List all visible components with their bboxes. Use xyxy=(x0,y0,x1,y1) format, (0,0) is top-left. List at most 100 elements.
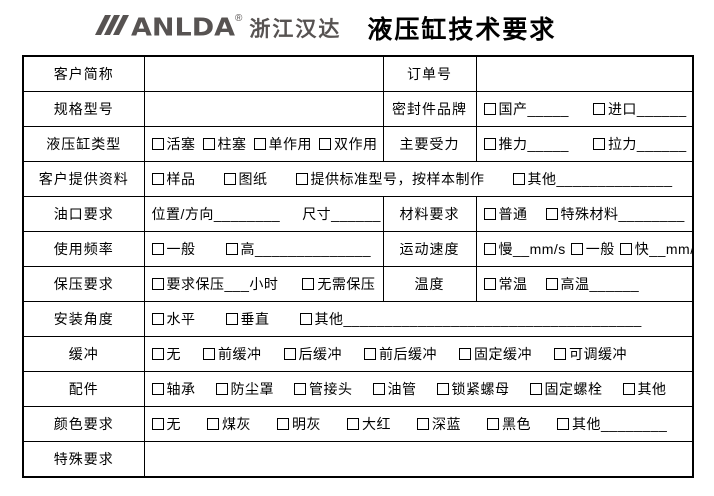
checkbox-option[interactable]: 其他____________________________________ xyxy=(299,309,642,329)
checkbox-icon[interactable] xyxy=(347,418,359,430)
checkbox-option[interactable]: 锁紧螺母 xyxy=(436,379,510,399)
checkbox-option[interactable]: 双作用 xyxy=(319,134,378,154)
checkbox-icon[interactable] xyxy=(302,278,315,290)
checkbox-icon[interactable] xyxy=(483,138,496,150)
checkbox-icon[interactable] xyxy=(487,418,499,430)
checkbox-icon[interactable] xyxy=(557,418,569,430)
checkbox-icon[interactable] xyxy=(459,348,471,360)
checkbox-icon[interactable] xyxy=(319,138,331,150)
checkbox-option[interactable]: 慢__mm/s xyxy=(483,239,566,259)
checkbox-option[interactable]: 其他________ xyxy=(557,414,667,434)
checkbox-option[interactable]: 特殊材料________ xyxy=(545,204,685,224)
checkbox-icon[interactable] xyxy=(545,208,558,220)
checkbox-option[interactable]: 图纸 xyxy=(223,169,268,189)
checkbox-option[interactable]: 一般 xyxy=(151,239,196,259)
checkbox-icon[interactable] xyxy=(207,418,219,430)
checkbox-option[interactable]: 前后缓冲 xyxy=(364,344,437,364)
checkbox-icon[interactable] xyxy=(151,138,164,150)
checkbox-icon[interactable] xyxy=(283,348,296,360)
checkbox-icon[interactable] xyxy=(151,383,164,395)
checkbox-icon[interactable] xyxy=(592,103,605,115)
checkbox-icon[interactable] xyxy=(417,418,429,430)
checkbox-icon[interactable] xyxy=(151,313,164,325)
checkbox-icon[interactable] xyxy=(223,173,236,185)
checkbox-icon[interactable] xyxy=(372,383,385,395)
blank-input-cell[interactable] xyxy=(475,55,694,92)
checkbox-option[interactable]: 后缓冲 xyxy=(283,344,343,364)
checkbox-option[interactable]: 油管 xyxy=(372,379,417,399)
checkbox-option[interactable]: 普通 xyxy=(483,204,528,224)
checkbox-option[interactable]: 固定螺栓 xyxy=(529,379,603,399)
checkbox-icon[interactable] xyxy=(151,173,164,185)
options-cell: 水平 垂直 其他__________________________________… xyxy=(143,301,694,337)
checkbox-option[interactable]: 拉力______ xyxy=(592,134,687,154)
checkbox-option[interactable]: 前缓冲 xyxy=(203,344,262,364)
checkbox-icon[interactable] xyxy=(570,243,583,255)
checkbox-option[interactable]: 单作用 xyxy=(253,134,313,154)
checkbox-option[interactable]: 无 xyxy=(151,414,182,434)
checkbox-icon[interactable] xyxy=(299,313,312,325)
checkbox-option[interactable]: 高温______ xyxy=(545,274,640,294)
checkbox-icon[interactable] xyxy=(483,208,496,220)
checkbox-option[interactable]: 明灰 xyxy=(277,414,321,434)
checkbox-option[interactable]: 国产_____ xyxy=(483,99,569,119)
checkbox-icon[interactable] xyxy=(545,278,558,290)
checkbox-icon[interactable] xyxy=(253,138,266,150)
checkbox-icon[interactable] xyxy=(225,313,238,325)
checkbox-option[interactable]: 推力_____ xyxy=(483,134,569,154)
checkbox-icon[interactable] xyxy=(554,348,566,360)
checkbox-icon[interactable] xyxy=(622,383,635,395)
checkbox-option[interactable]: 黑色 xyxy=(487,414,531,434)
checkbox-icon[interactable] xyxy=(215,383,228,395)
checkbox-icon[interactable] xyxy=(151,348,164,360)
checkbox-icon[interactable] xyxy=(277,418,289,430)
checkbox-icon[interactable] xyxy=(619,243,632,255)
checkbox-icon[interactable] xyxy=(295,173,308,185)
checkbox-icon[interactable] xyxy=(529,383,542,395)
checkbox-icon[interactable] xyxy=(151,418,164,430)
checkbox-option[interactable]: 垂直 xyxy=(225,309,270,329)
checkbox-option[interactable]: 可调缓冲 xyxy=(554,344,627,364)
blank-input-cell[interactable] xyxy=(143,55,384,92)
checkbox-icon[interactable] xyxy=(483,103,496,115)
checkbox-icon[interactable] xyxy=(202,138,215,150)
checkbox-icon[interactable] xyxy=(483,243,496,255)
option-label: 固定螺栓 xyxy=(544,381,603,397)
checkbox-option[interactable]: 要求保压___小时 xyxy=(151,274,279,294)
checkbox-option[interactable]: 进口______ xyxy=(592,99,687,119)
checkbox-option[interactable]: 快__mm/ xyxy=(619,239,692,259)
checkbox-option[interactable]: 固定缓冲 xyxy=(459,344,532,364)
checkbox-option[interactable]: 高______________ xyxy=(225,239,372,259)
checkbox-option[interactable]: 防尘罩 xyxy=(215,379,275,399)
blank-input-cell[interactable] xyxy=(143,91,384,127)
checkbox-icon[interactable] xyxy=(512,173,525,185)
checkbox-option[interactable]: 提供标准型号，按样本制作 xyxy=(295,169,485,189)
checkbox-option[interactable]: 一般 xyxy=(570,239,615,259)
checkbox-icon[interactable] xyxy=(225,243,238,255)
blank-input-cell[interactable] xyxy=(143,441,694,478)
checkbox-option[interactable]: 水平 xyxy=(151,309,196,329)
checkbox-option[interactable]: 轴承 xyxy=(151,379,196,399)
checkbox-icon[interactable] xyxy=(151,243,164,255)
checkbox-option[interactable]: 柱塞 xyxy=(202,134,247,154)
checkbox-option[interactable]: 大红 xyxy=(347,414,391,434)
checkbox-option[interactable]: 其他______________ xyxy=(512,169,673,189)
checkbox-option[interactable]: 活塞 xyxy=(151,134,196,154)
checkbox-icon[interactable] xyxy=(436,383,449,395)
row-label: 颜色要求 xyxy=(22,406,145,442)
checkbox-icon[interactable] xyxy=(364,348,376,360)
checkbox-icon[interactable] xyxy=(203,348,215,360)
checkbox-option[interactable]: 煤灰 xyxy=(207,414,251,434)
checkbox-option[interactable]: 样品 xyxy=(151,169,196,189)
checkbox-icon[interactable] xyxy=(592,138,605,150)
checkbox-option[interactable]: 深蓝 xyxy=(417,414,461,434)
checkbox-icon[interactable] xyxy=(294,383,306,395)
checkbox-option[interactable]: 常温 xyxy=(483,274,528,294)
checkbox-option[interactable]: 无 xyxy=(151,344,182,364)
checkbox-icon[interactable] xyxy=(151,278,164,290)
checkbox-icon[interactable] xyxy=(483,278,496,290)
checkbox-option[interactable]: 其他 xyxy=(622,379,667,399)
checkbox-option[interactable]: 管接头 xyxy=(294,379,353,399)
checkbox-option[interactable]: 无需保压 xyxy=(302,274,375,294)
